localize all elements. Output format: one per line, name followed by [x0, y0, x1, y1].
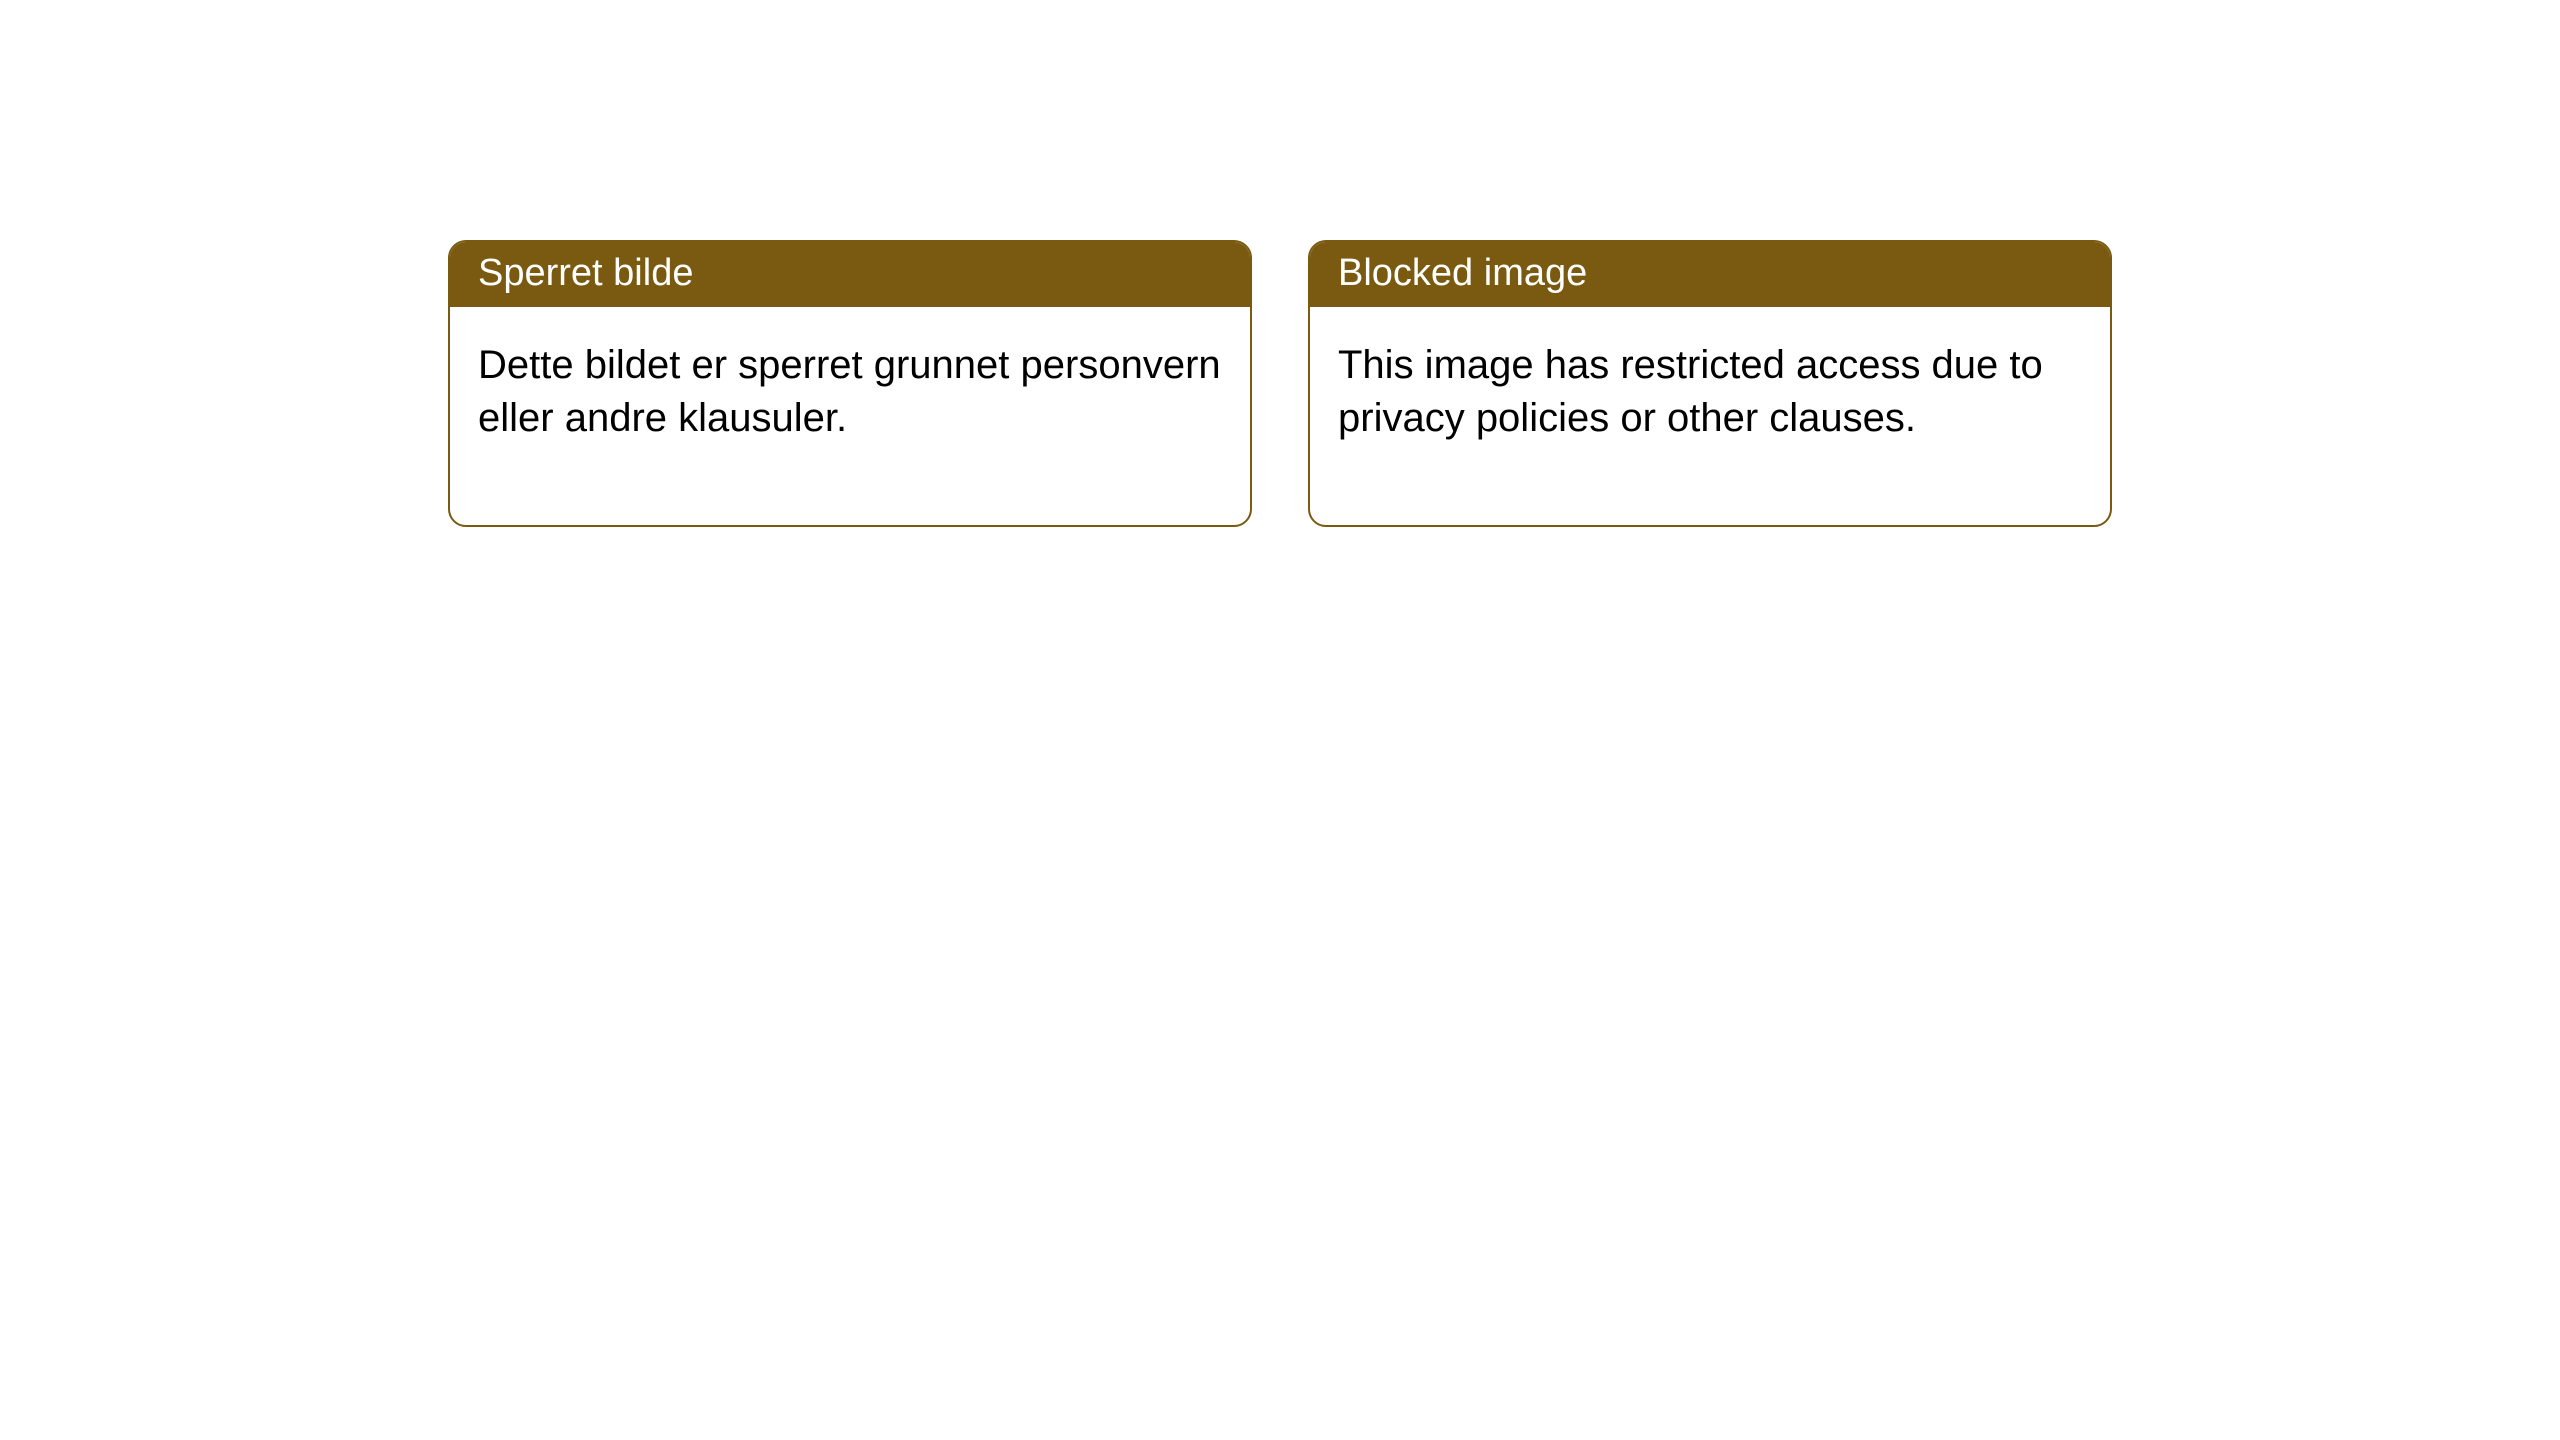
card-body: This image has restricted access due to …: [1310, 307, 2110, 525]
card-title: Blocked image: [1338, 252, 1587, 294]
cards-container: Sperret bilde Dette bildet er sperret gr…: [0, 0, 2560, 527]
card-header: Blocked image: [1310, 242, 2110, 307]
card-body-text: This image has restricted access due to …: [1338, 343, 2043, 440]
blocked-image-card-en: Blocked image This image has restricted …: [1308, 240, 2112, 527]
card-body-text: Dette bildet er sperret grunnet personve…: [478, 343, 1221, 440]
blocked-image-card-no: Sperret bilde Dette bildet er sperret gr…: [448, 240, 1252, 527]
card-header: Sperret bilde: [450, 242, 1250, 307]
card-title: Sperret bilde: [478, 252, 693, 294]
card-body: Dette bildet er sperret grunnet personve…: [450, 307, 1250, 525]
